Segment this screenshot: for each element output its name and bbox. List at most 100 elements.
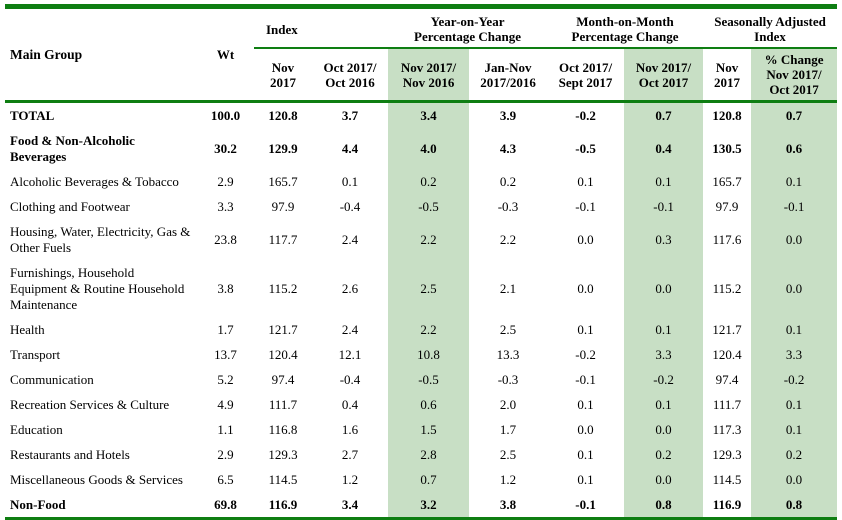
cell-value: 2.8: [388, 442, 470, 467]
cell-value: 0.1: [751, 169, 838, 194]
cell-value: 0.0: [751, 467, 838, 492]
cell-value: 3.4: [341, 496, 359, 512]
cell-value: -0.3: [497, 198, 519, 214]
cell-value: 3.8: [499, 496, 517, 512]
cell-value: 0.1: [577, 173, 594, 189]
cell-value: 165.7: [712, 173, 742, 189]
cell-value: 4.3: [499, 140, 517, 156]
cell-value: -0.2: [624, 367, 704, 392]
cell-value: 0.1: [577, 446, 594, 462]
cell-value: 69.8: [214, 496, 237, 512]
cell-value: 0.2: [624, 442, 704, 467]
cell-value: 0.1: [577, 321, 594, 337]
cell-value: 1.7: [217, 321, 234, 337]
cell-value: 2.0: [499, 396, 517, 412]
table-row: Housing, Water, Electricity, Gas & Other…: [5, 219, 838, 260]
cell-value: 120.4: [712, 346, 742, 362]
column-header-index-nov-2017: Nov 2017: [270, 59, 296, 90]
column-header-wt: Wt: [216, 47, 235, 62]
group-header-year-on-year: Year-on-Year Percentage Change: [388, 6, 548, 49]
cell-value: 0.0: [577, 421, 594, 437]
column-header-index-oct2017-oct2016: Oct 2017/ Oct 2016: [323, 59, 377, 90]
cell-value: 3.4: [388, 101, 470, 128]
cell-value: 2.5: [499, 321, 517, 337]
cell-value: 116.9: [268, 496, 298, 512]
table-body: TOTAL 100.0 120.8 3.7 3.4 3.9 -0.2 0.7 120.8 0.7 F…: [5, 101, 838, 519]
cell-value: 1.1: [217, 421, 234, 437]
cell-value: -0.4: [339, 371, 361, 387]
cell-value: 13.7: [214, 346, 237, 362]
cell-value: 2.5: [388, 260, 470, 317]
row-label: Miscellaneous Goods & Services: [10, 471, 183, 487]
cell-value: 121.7: [268, 321, 298, 337]
table-row: Miscellaneous Goods & Services 6.5 114.5 1.…: [5, 467, 838, 492]
cell-value: 97.9: [271, 198, 295, 214]
cell-value: 97.4: [271, 371, 295, 387]
group-header-row: Main Group Wt Index Year-on-Year Percent…: [5, 6, 838, 62]
cell-value: 114.5: [712, 471, 742, 487]
row-label: TOTAL: [10, 107, 55, 123]
cell-value: 129.3: [712, 446, 742, 462]
cell-value: -0.5: [575, 140, 596, 156]
cell-value: -0.1: [575, 496, 596, 512]
cell-value: 1.2: [499, 471, 517, 487]
cell-value: 0.0: [624, 467, 704, 492]
cell-value: 165.7: [268, 173, 298, 189]
cell-value: 0.0: [624, 417, 704, 442]
row-label: Furnishings, Household Equipment & Routi…: [10, 264, 185, 312]
cell-value: 0.1: [751, 392, 838, 417]
cell-value: 0.2: [751, 442, 838, 467]
cell-value: 115.2: [712, 280, 742, 296]
cell-value: 129.9: [268, 140, 298, 156]
cell-value: 2.7: [341, 446, 359, 462]
cell-value: 0.1: [624, 392, 704, 417]
cell-value: 116.8: [268, 421, 298, 437]
column-header-sa-nov-2017: Nov 2017: [714, 59, 741, 90]
cell-value: 0.1: [624, 169, 704, 194]
cell-value: -0.1: [624, 194, 704, 219]
cell-value: 0.7: [624, 101, 704, 128]
row-label: Education: [10, 421, 63, 437]
cell-value: 117.7: [268, 231, 298, 247]
column-header-mom-nov2017-oct2017: Nov 2017/ Oct 2017: [624, 48, 704, 102]
table-row: Transport 13.7 120.4 12.1 10.8 13.3 -0.2 3.3 120…: [5, 342, 838, 367]
cell-value: 0.1: [751, 417, 838, 442]
cell-value: 1.6: [341, 421, 359, 437]
group-header-index: Index: [254, 6, 389, 49]
cell-value: 97.4: [715, 371, 739, 387]
cell-value: -0.3: [497, 371, 519, 387]
cell-value: 2.5: [499, 446, 517, 462]
group-header-seasonally-adjusted: Seasonally Adjusted Index: [703, 6, 838, 49]
cpi-main-group-table: Main Group Wt Index Year-on-Year Percent…: [5, 4, 838, 520]
group-header-month-on-month: Month-on-Month Percentage Change: [547, 6, 704, 49]
column-header-sa-pct-change: % Change Nov 2017/ Oct 2017: [751, 48, 838, 102]
table-row: Restaurants and Hotels 2.9 129.3 2.7 2.8 2.5 0…: [5, 442, 838, 467]
cell-value: 111.7: [712, 396, 742, 412]
cell-value: 117.3: [712, 421, 742, 437]
cell-value: -0.2: [575, 346, 596, 362]
cell-value: 12.1: [338, 346, 362, 362]
cell-value: 0.7: [388, 467, 470, 492]
cell-value: 114.5: [268, 471, 298, 487]
row-label: Food & Non-Alcoholic Beverages: [10, 132, 135, 164]
row-label: Housing, Water, Electricity, Gas & Other…: [10, 223, 191, 255]
row-label: Communication: [10, 371, 94, 387]
cell-value: 0.0: [751, 260, 838, 317]
table-row: Health 1.7 121.7 2.4 2.2 2.5 0.1 0.1 121.7 0.1: [5, 317, 838, 342]
cell-value: 6.5: [217, 471, 234, 487]
cell-value: 0.0: [577, 280, 594, 296]
cell-value: 2.4: [341, 231, 359, 247]
cell-value: 3.7: [341, 107, 359, 123]
cell-value: 120.4: [268, 346, 298, 362]
column-header-mom-oct2017-sept2017: Oct 2017/ Sept 2017: [558, 59, 613, 90]
column-header-yoy-nov2017-nov2016: Nov 2017/ Nov 2016: [388, 48, 470, 102]
sub-header-row: Nov 2017 Oct 2017/ Oct 2016 Nov 2017/ No…: [5, 48, 838, 102]
cell-value: 120.8: [268, 107, 298, 123]
cell-value: 0.1: [751, 317, 838, 342]
cell-value: 117.6: [712, 231, 742, 247]
cell-value: 1.2: [341, 471, 359, 487]
cell-value: 10.8: [388, 342, 470, 367]
cell-value: 0.4: [341, 396, 359, 412]
row-label: Alcoholic Beverages & Tobacco: [10, 173, 179, 189]
table-row: Food & Non-Alcoholic Beverages 30.2 129.9 4…: [5, 128, 838, 169]
